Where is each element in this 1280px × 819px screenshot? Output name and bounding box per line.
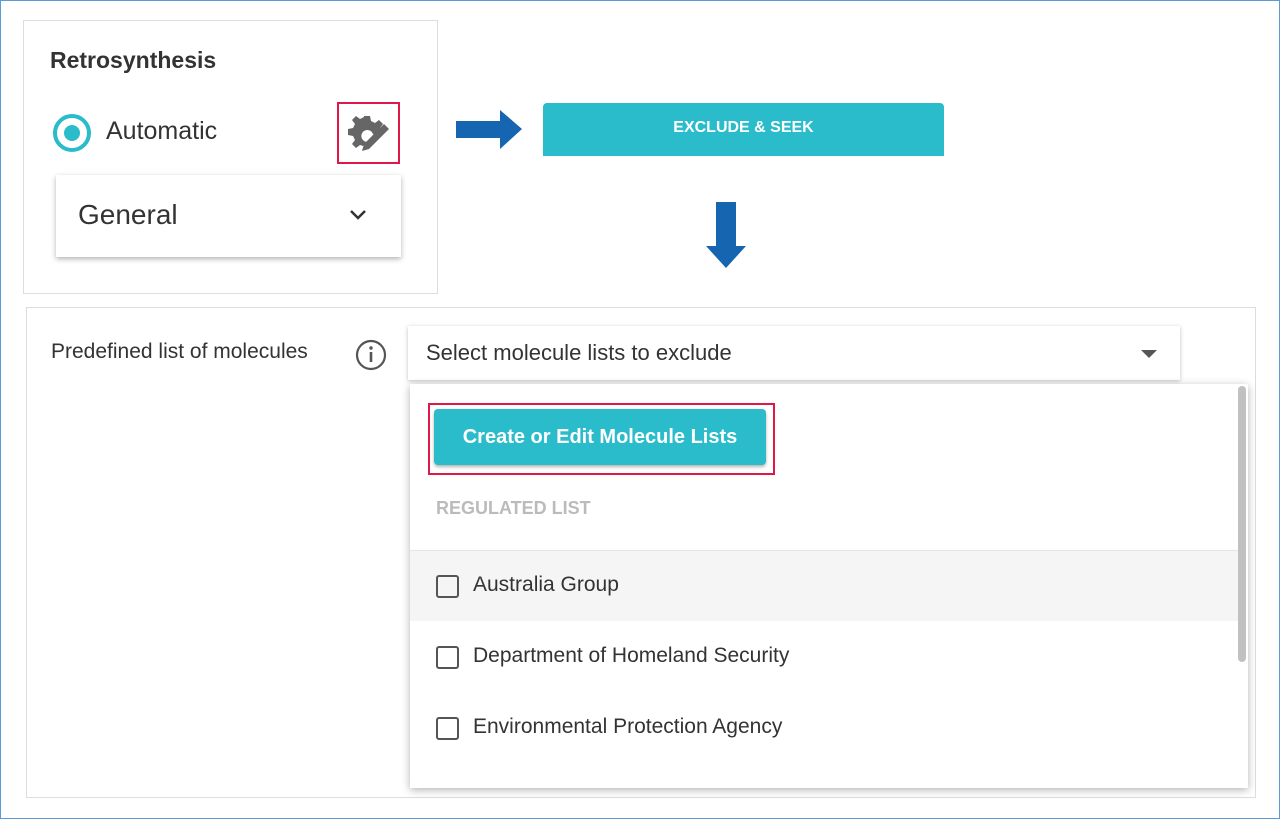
list-item[interactable]: Australia Group [410, 551, 1238, 621]
gear-pencil-icon[interactable] [346, 112, 392, 163]
list-item[interactable]: Environmental Protection Agency [410, 693, 1238, 763]
select-placeholder: Select molecule lists to exclude [426, 340, 732, 365]
chevron-down-icon [350, 210, 366, 220]
scrollbar-thumb[interactable] [1238, 386, 1246, 662]
highlight-box [337, 102, 400, 164]
list-item-label: Environmental Protection Agency [473, 715, 783, 738]
arrow-right-icon [456, 110, 522, 149]
checkbox[interactable] [436, 575, 459, 598]
automatic-label: Automatic [106, 117, 218, 145]
molecule-list-menu: Create or Edit Molecule Lists REGULATED … [410, 384, 1248, 788]
list-item[interactable]: Department of Homeland Security [410, 622, 1238, 692]
exclude-and-seek-button[interactable]: EXCLUDE & SEEK [543, 103, 944, 156]
divider [410, 550, 1238, 551]
panel-title: Retrosynthesis [50, 47, 217, 73]
create-edit-lists-button[interactable]: Create or Edit Molecule Lists [434, 409, 766, 465]
highlight-box [428, 403, 775, 475]
list-item-label: Australia Group [473, 573, 619, 596]
caret-down-icon [1141, 350, 1157, 358]
automatic-radio[interactable] [53, 114, 91, 152]
arrow-down-icon [706, 202, 746, 268]
section-header: REGULATED LIST [436, 498, 591, 518]
profile-value: General [78, 199, 178, 230]
info-icon[interactable] [355, 339, 387, 371]
molecule-list-select[interactable]: Select molecule lists to exclude [408, 326, 1180, 380]
list-item-label: Department of Homeland Security [473, 644, 790, 667]
checkbox[interactable] [436, 646, 459, 669]
list-item-partial[interactable] [410, 764, 1238, 788]
profile-dropdown[interactable]: General [56, 175, 401, 257]
checkbox[interactable] [436, 717, 459, 740]
molecule-list-label: Predefined list of molecules [51, 340, 308, 363]
